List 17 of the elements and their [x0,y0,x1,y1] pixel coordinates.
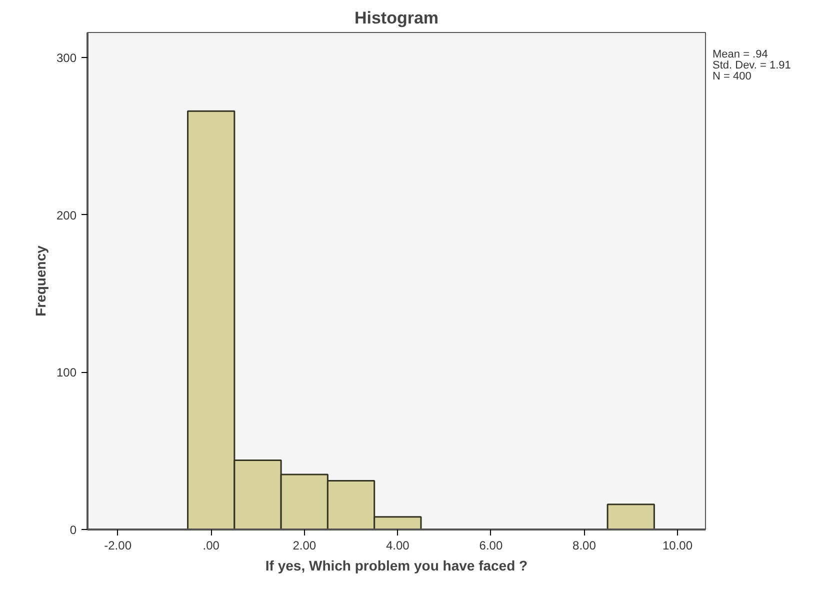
x-axis-title: If yes, Which problem you have faced ? [265,558,528,574]
text: N = 400 [712,70,752,82]
x-tick-label: 4.00 [386,538,410,552]
x-tick-label: .00 [202,538,220,552]
x-tick-label: 8.00 [572,538,596,552]
y-axis-title: Frequency [32,245,48,316]
chart-title: Histogram [354,8,439,28]
y-tick-label: 300 [56,51,77,66]
text: Mean = .94 [712,48,768,60]
y-tick-label: 200 [56,208,77,222]
x-tick-label: 6.00 [479,538,503,552]
y-tick-label: 0 [70,523,77,537]
y-tick-label: 100 [56,366,77,380]
x-tick-label: 2.00 [292,538,316,552]
text: Std. Dev. = 1.91 [712,60,791,72]
x-tick-label: -2.00 [104,538,132,552]
x-tick-label: 10.00 [662,538,693,552]
